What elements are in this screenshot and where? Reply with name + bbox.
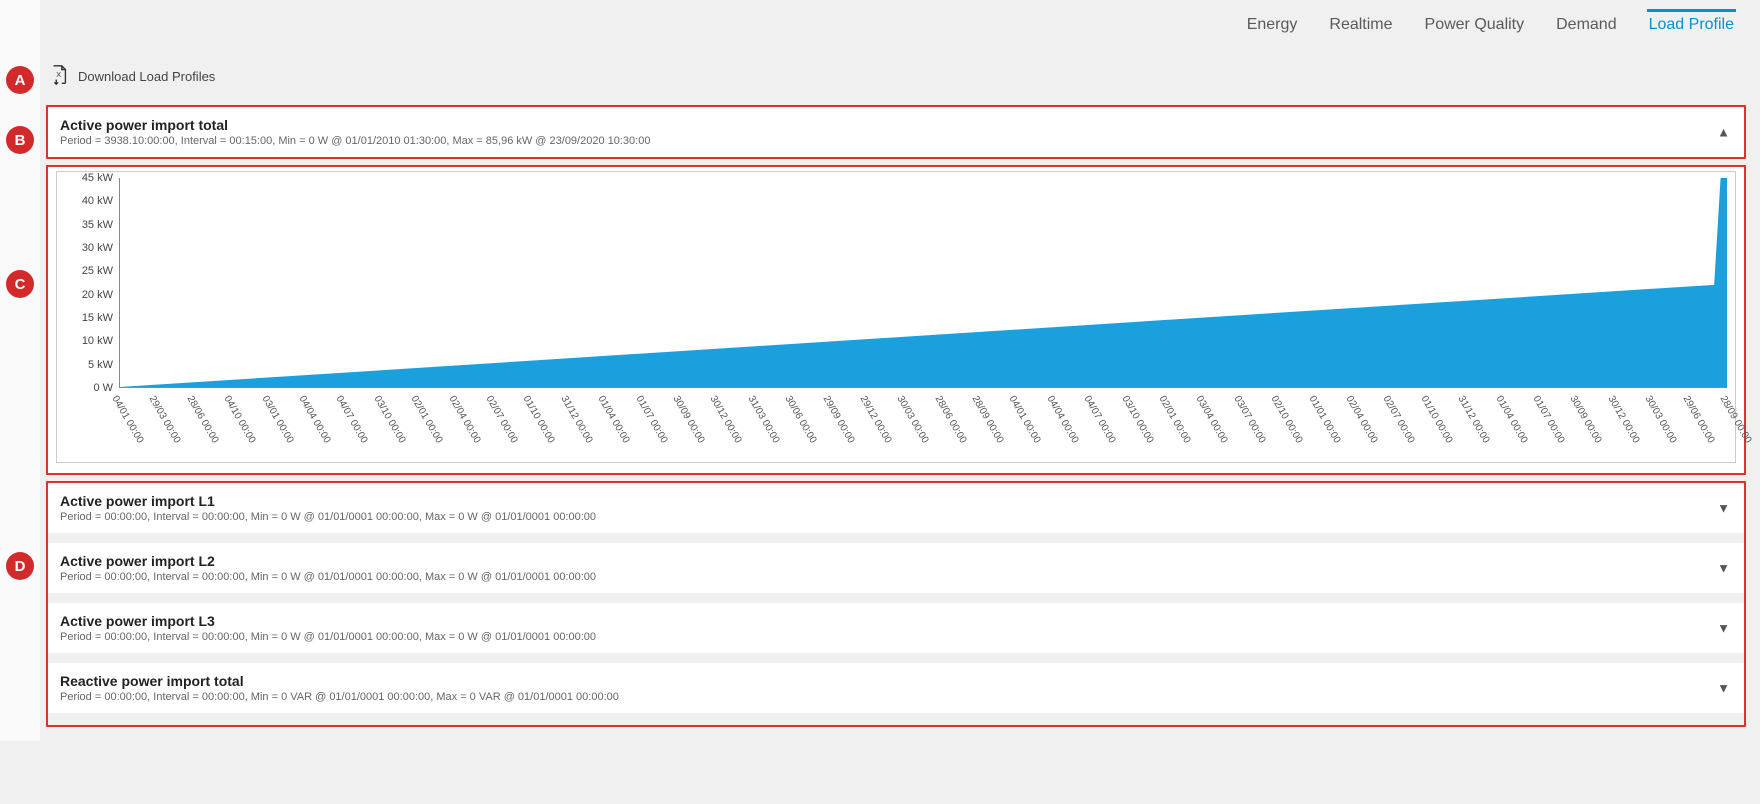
collapsed-panels-group: Active power import L1 Period = 00:00:00,… (48, 483, 1744, 725)
chevron-down-icon: ▼ (1717, 681, 1730, 696)
panel-subtitle: Period = 00:00:00, Interval = 00:00:00, … (60, 511, 1704, 523)
panel-title: Active power import total (60, 117, 1704, 133)
panel-header[interactable]: Reactive power import total Period = 00:0… (48, 663, 1744, 713)
tab-power-quality[interactable]: Power Quality (1423, 12, 1527, 38)
content-area: Active power import total Period = 3938.… (40, 107, 1760, 741)
tab-energy[interactable]: Energy (1245, 12, 1300, 38)
panel-header[interactable]: Active power import L2 Period = 00:00:00,… (48, 543, 1744, 593)
panel-reactive-power-import-total[interactable]: Reactive power import total Period = 00:0… (48, 663, 1744, 713)
panel-header[interactable]: Active power import L3 Period = 00:00:00,… (48, 603, 1744, 653)
panel-header[interactable]: Active power import total Period = 3938.… (48, 107, 1744, 157)
chevron-up-icon: ▲ (1717, 125, 1730, 140)
tab-load-profile[interactable]: Load Profile (1647, 9, 1736, 38)
chevron-down-icon: ▼ (1717, 501, 1730, 516)
panel-title: Active power import L3 (60, 613, 1704, 629)
x-axis: 04/01 00:0029/03 00:0028/06 00:0004/10 0… (119, 388, 1727, 462)
excel-download-icon: X (48, 64, 70, 89)
panel-title: Active power import L2 (60, 553, 1704, 569)
panel-subtitle: Period = 00:00:00, Interval = 00:00:00, … (60, 691, 1704, 703)
download-load-profiles-button[interactable]: X Download Load Profiles (40, 46, 1760, 107)
annotation-marker-b: B (6, 126, 34, 154)
chevron-down-icon: ▼ (1717, 561, 1730, 576)
tab-bar: Energy Realtime Power Quality Demand Loa… (40, 0, 1760, 46)
page-root: A B C D Energy Realtime Power Quality De… (0, 0, 1760, 741)
chart-plot (119, 178, 1727, 388)
panel-subtitle: Period = 00:00:00, Interval = 00:00:00, … (60, 631, 1704, 643)
panel-subtitle: Period = 3938.10:00:00, Interval = 00:15… (60, 135, 1704, 147)
panel-title: Reactive power import total (60, 673, 1704, 689)
chevron-down-icon: ▼ (1717, 621, 1730, 636)
panel-active-power-import-l2[interactable]: Active power import L2 Period = 00:00:00,… (48, 543, 1744, 593)
annotation-marker-a: A (6, 66, 34, 94)
chart-area: 0 W5 kW10 kW15 kW20 kW25 kW30 kW35 kW40 … (65, 178, 1727, 388)
tab-realtime[interactable]: Realtime (1327, 12, 1394, 38)
panel-active-power-import-l1[interactable]: Active power import L1 Period = 00:00:00,… (48, 483, 1744, 533)
y-axis: 0 W5 kW10 kW15 kW20 kW25 kW30 kW35 kW40 … (65, 178, 119, 388)
chart-container: 0 W5 kW10 kW15 kW20 kW25 kW30 kW35 kW40 … (48, 167, 1744, 473)
panel-active-power-import-total[interactable]: Active power import total Period = 3938.… (48, 107, 1744, 157)
tab-demand[interactable]: Demand (1554, 12, 1618, 38)
annotation-marker-c: C (6, 270, 34, 298)
svg-text:X: X (56, 70, 61, 79)
chart-inner: 0 W5 kW10 kW15 kW20 kW25 kW30 kW35 kW40 … (56, 171, 1736, 463)
download-label: Download Load Profiles (78, 69, 215, 84)
left-rail (0, 0, 40, 741)
panel-subtitle: Period = 00:00:00, Interval = 00:00:00, … (60, 571, 1704, 583)
panel-header[interactable]: Active power import L1 Period = 00:00:00,… (48, 483, 1744, 533)
panel-title: Active power import L1 (60, 493, 1704, 509)
annotation-marker-d: D (6, 552, 34, 580)
panel-active-power-import-l3[interactable]: Active power import L3 Period = 00:00:00,… (48, 603, 1744, 653)
